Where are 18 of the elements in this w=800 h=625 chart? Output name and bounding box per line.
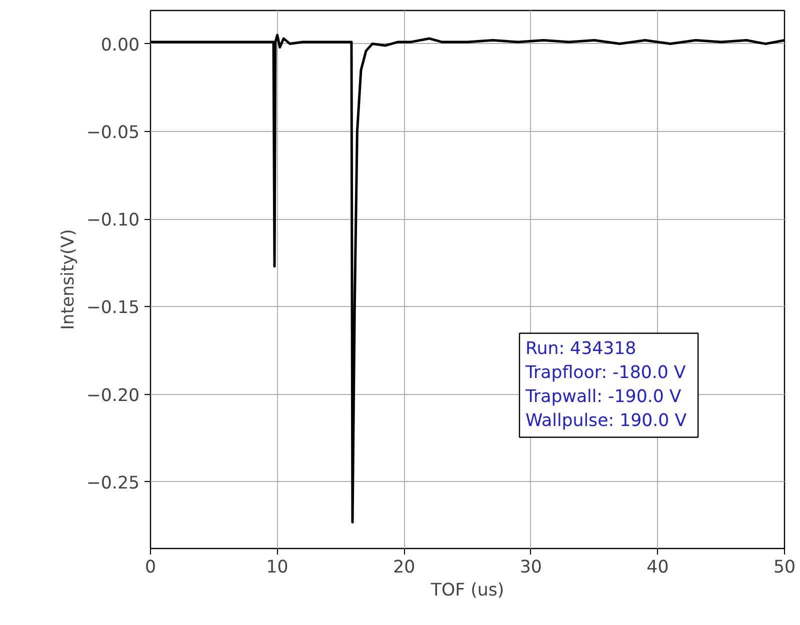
x-tick-label: 30 [520, 558, 542, 578]
y-tick-label: −0.25 [86, 473, 140, 494]
annotation: Trapfloor: -180.0 V [524, 363, 686, 384]
y-tick-label: −0.05 [86, 122, 140, 143]
x-tick-label: 40 [646, 558, 669, 578]
annotation: Wallpulse: 190.0 V [525, 411, 687, 432]
annotation: Run: 434318 [525, 339, 636, 360]
x-tick-label: 20 [393, 558, 416, 578]
y-axis-title: Intensity(V) [58, 229, 78, 330]
x-tick-label: 0 [144, 558, 156, 578]
y-tick-label: −0.10 [86, 210, 140, 231]
annotation: Trapwall: -190.0 V [524, 387, 682, 408]
x-tick-label: 10 [266, 558, 288, 578]
x-tick-label: 50 [773, 558, 796, 578]
x-axis-title: TOF (us) [430, 580, 504, 600]
y-tick-label: 0.00 [100, 35, 140, 56]
y-tick-label: −0.15 [86, 298, 140, 318]
y-tick-label: −0.20 [86, 386, 140, 406]
